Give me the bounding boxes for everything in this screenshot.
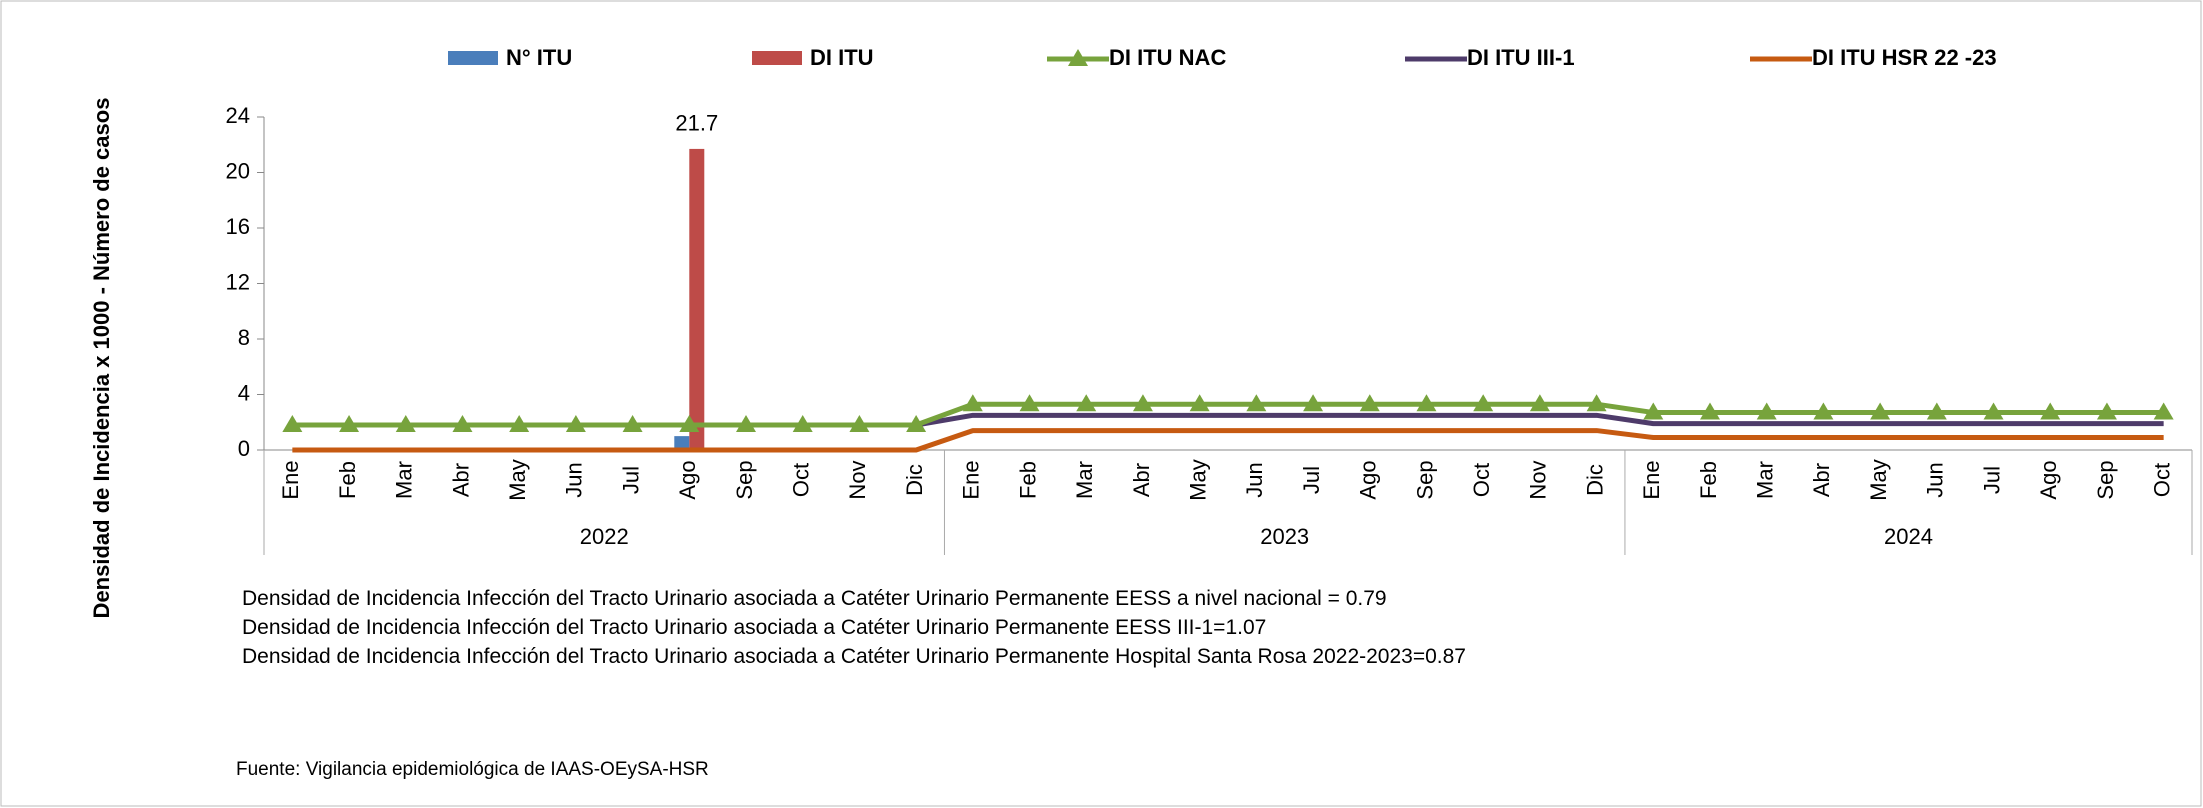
y-tick-label: 12 [226,269,250,294]
x-tick-label: Sep [2093,460,2118,499]
note: Densidad de Incidencia Infección del Tra… [242,645,1466,668]
x-tick-label: Abr [1129,463,1154,497]
marker [1643,402,1664,420]
x-tick-label: Mar [1072,461,1097,499]
marker [2096,402,2117,420]
x-tick-label: Jul [618,466,643,494]
line [915,412,2164,428]
x-tick-label: Sep [732,460,757,499]
y-tick-label: 8 [238,325,250,350]
marker [1076,394,1097,412]
x-tick-label: Dic [902,464,927,496]
x-tick-label: Ago [2036,460,2061,499]
marker [1303,394,1324,412]
source: Fuente: Vigilancia epidemiológica de IAA… [236,759,709,780]
legend-swatch [752,51,802,65]
year-label: 2022 [580,524,629,549]
marker [679,415,700,433]
marker [2153,402,2174,420]
legend-label: DI ITU NAC [1109,45,1226,70]
marker [849,415,870,433]
marker [395,415,416,433]
x-tick-label: Abr [448,463,473,497]
x-tick-label: Feb [1696,461,1721,499]
marker [622,415,643,433]
x-tick-label: Ago [1356,460,1381,499]
marker [1983,402,2004,420]
note: Densidad de Incidencia Infección del Tra… [242,587,1387,610]
x-tick-label: Abr [1809,463,1834,497]
x-tick-label: May [1185,459,1210,501]
x-tick-label: May [1866,459,1891,501]
marker [1189,394,1210,412]
marker [1529,394,1550,412]
x-tick-label: Oct [789,463,814,497]
marker [1359,394,1380,412]
marker [282,415,303,433]
legend-label: DI ITU HSR 22 -23 [1812,45,1997,70]
bar [674,436,690,450]
x-tick-label: Jun [1923,462,1948,497]
marker [736,415,756,433]
marker [1019,394,1040,412]
x-tick-label: Oct [1469,463,1494,497]
data-label: 21.7 [675,111,718,136]
marker [565,415,586,433]
x-tick-label: Dic [1582,464,1607,496]
x-tick-label: Mar [1753,461,1778,499]
y-tick-label: 16 [226,214,250,239]
marker [906,415,927,433]
x-tick-label: Jun [1242,462,1267,497]
x-tick-label: Nov [845,460,870,499]
marker [1586,394,1607,412]
x-tick-label: Ene [278,460,303,499]
note: Densidad de Incidencia Infección del Tra… [242,616,1266,639]
x-tick-label: Jul [1979,466,2004,494]
marker [1416,394,1437,412]
marker [1473,394,1494,412]
marker [2040,402,2061,420]
year-label: 2023 [1260,524,1309,549]
legend-label: DI ITU [810,45,874,70]
bar [689,148,705,450]
y-axis-label: Densidad de Incidencia x 1000 - Número d… [89,98,114,619]
x-tick-label: Ago [675,460,700,499]
x-tick-label: Jun [562,462,587,497]
x-tick-label: May [505,459,530,501]
marker [962,394,983,412]
marker [1700,402,1720,420]
y-tick-label: 0 [238,436,250,461]
legend-marker [1068,49,1088,66]
line [292,401,2164,428]
marker [1870,402,1891,420]
x-tick-label: Mar [392,461,417,499]
line [292,428,2164,453]
y-tick-label: 20 [226,158,250,183]
marker [1132,394,1153,412]
x-tick-label: Feb [335,461,360,499]
marker [452,415,473,433]
marker [509,415,530,433]
x-tick-label: Sep [1412,460,1437,499]
marker [1813,402,1834,420]
legend-swatch [448,51,498,65]
year-label: 2024 [1884,524,1933,549]
y-tick-label: 4 [238,380,250,405]
x-tick-label: Nov [1526,460,1551,499]
legend-label: N° ITU [506,45,572,70]
marker [1756,402,1777,420]
marker [1246,394,1267,412]
x-tick-label: Oct [2149,463,2174,497]
marker [339,415,360,433]
x-tick-label: Jul [1299,466,1324,494]
legend-label: DI ITU III-1 [1467,45,1575,70]
marker [1926,402,1947,420]
x-tick-label: Ene [959,460,984,499]
marker [792,415,813,433]
x-tick-label: Ene [1639,460,1664,499]
y-tick-label: 24 [226,103,250,128]
x-tick-label: Feb [1015,461,1040,499]
